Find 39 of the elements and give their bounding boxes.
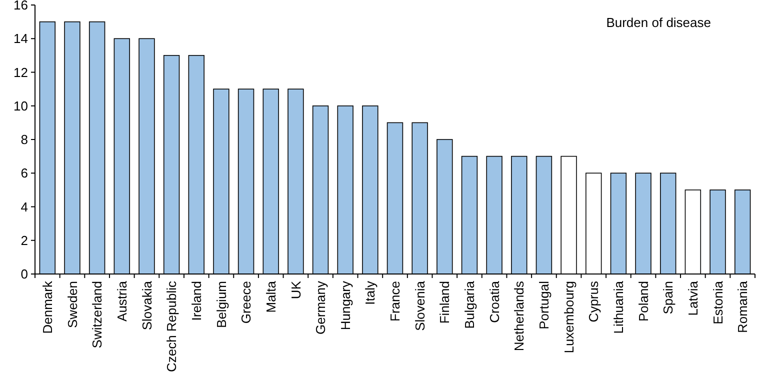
x-tick-label: Croatia: [486, 280, 502, 323]
x-tick-label: Latvia: [685, 280, 700, 316]
x-tick-label: Denmark: [40, 280, 55, 334]
y-tick-label: 8: [20, 132, 28, 148]
x-tick-label: Spain: [660, 281, 676, 314]
x-tick-label: Austria: [114, 280, 130, 322]
x-tick-label: Hungary: [338, 280, 353, 330]
x-tick-label: Ireland: [188, 281, 204, 321]
x-tick-label: Belgium: [214, 281, 229, 328]
y-tick-label: 16: [14, 0, 28, 13]
y-tick-label: 10: [14, 98, 28, 114]
x-tick-label: Romania: [735, 280, 750, 334]
x-tick-label: Portugal: [536, 280, 552, 330]
text: Burden of disease: [606, 15, 711, 30]
x-tick-label: Slovakia: [139, 280, 154, 330]
x-tick-label: Cyprus: [586, 280, 602, 322]
y-tick-label: 0: [20, 266, 28, 282]
y-tick-label: 4: [20, 199, 28, 214]
x-tick-label: Switzerland: [90, 281, 105, 348]
x-tick-label: Italy: [362, 280, 378, 305]
x-tick-label: Czech Republic: [164, 280, 180, 372]
x-tick-label: Poland: [636, 281, 651, 322]
x-tick-label: Sweden: [64, 281, 80, 328]
y-tick-label: 12: [14, 64, 28, 80]
x-tick-label: Finland: [437, 281, 452, 324]
y-tick-label: 2: [20, 232, 28, 248]
x-tick-label: Estonia: [710, 280, 726, 324]
x-tick-label: Lithuania: [611, 280, 626, 334]
x-tick-label: Malta: [263, 280, 278, 313]
x-tick-label: Greece: [238, 281, 254, 324]
x-tick-label: Netherlands: [512, 280, 527, 352]
x-tick-label: Germany: [313, 280, 328, 334]
y-tick-label: 14: [14, 31, 28, 46]
x-tick-label: Slovenia: [412, 280, 428, 331]
x-tick-label: Bulgaria: [462, 280, 478, 329]
y-tick-label: 6: [20, 166, 28, 181]
x-tick-label: Luxembourg: [561, 281, 576, 354]
x-tick-label: UK: [288, 280, 304, 300]
x-tick-label: France: [388, 281, 403, 322]
